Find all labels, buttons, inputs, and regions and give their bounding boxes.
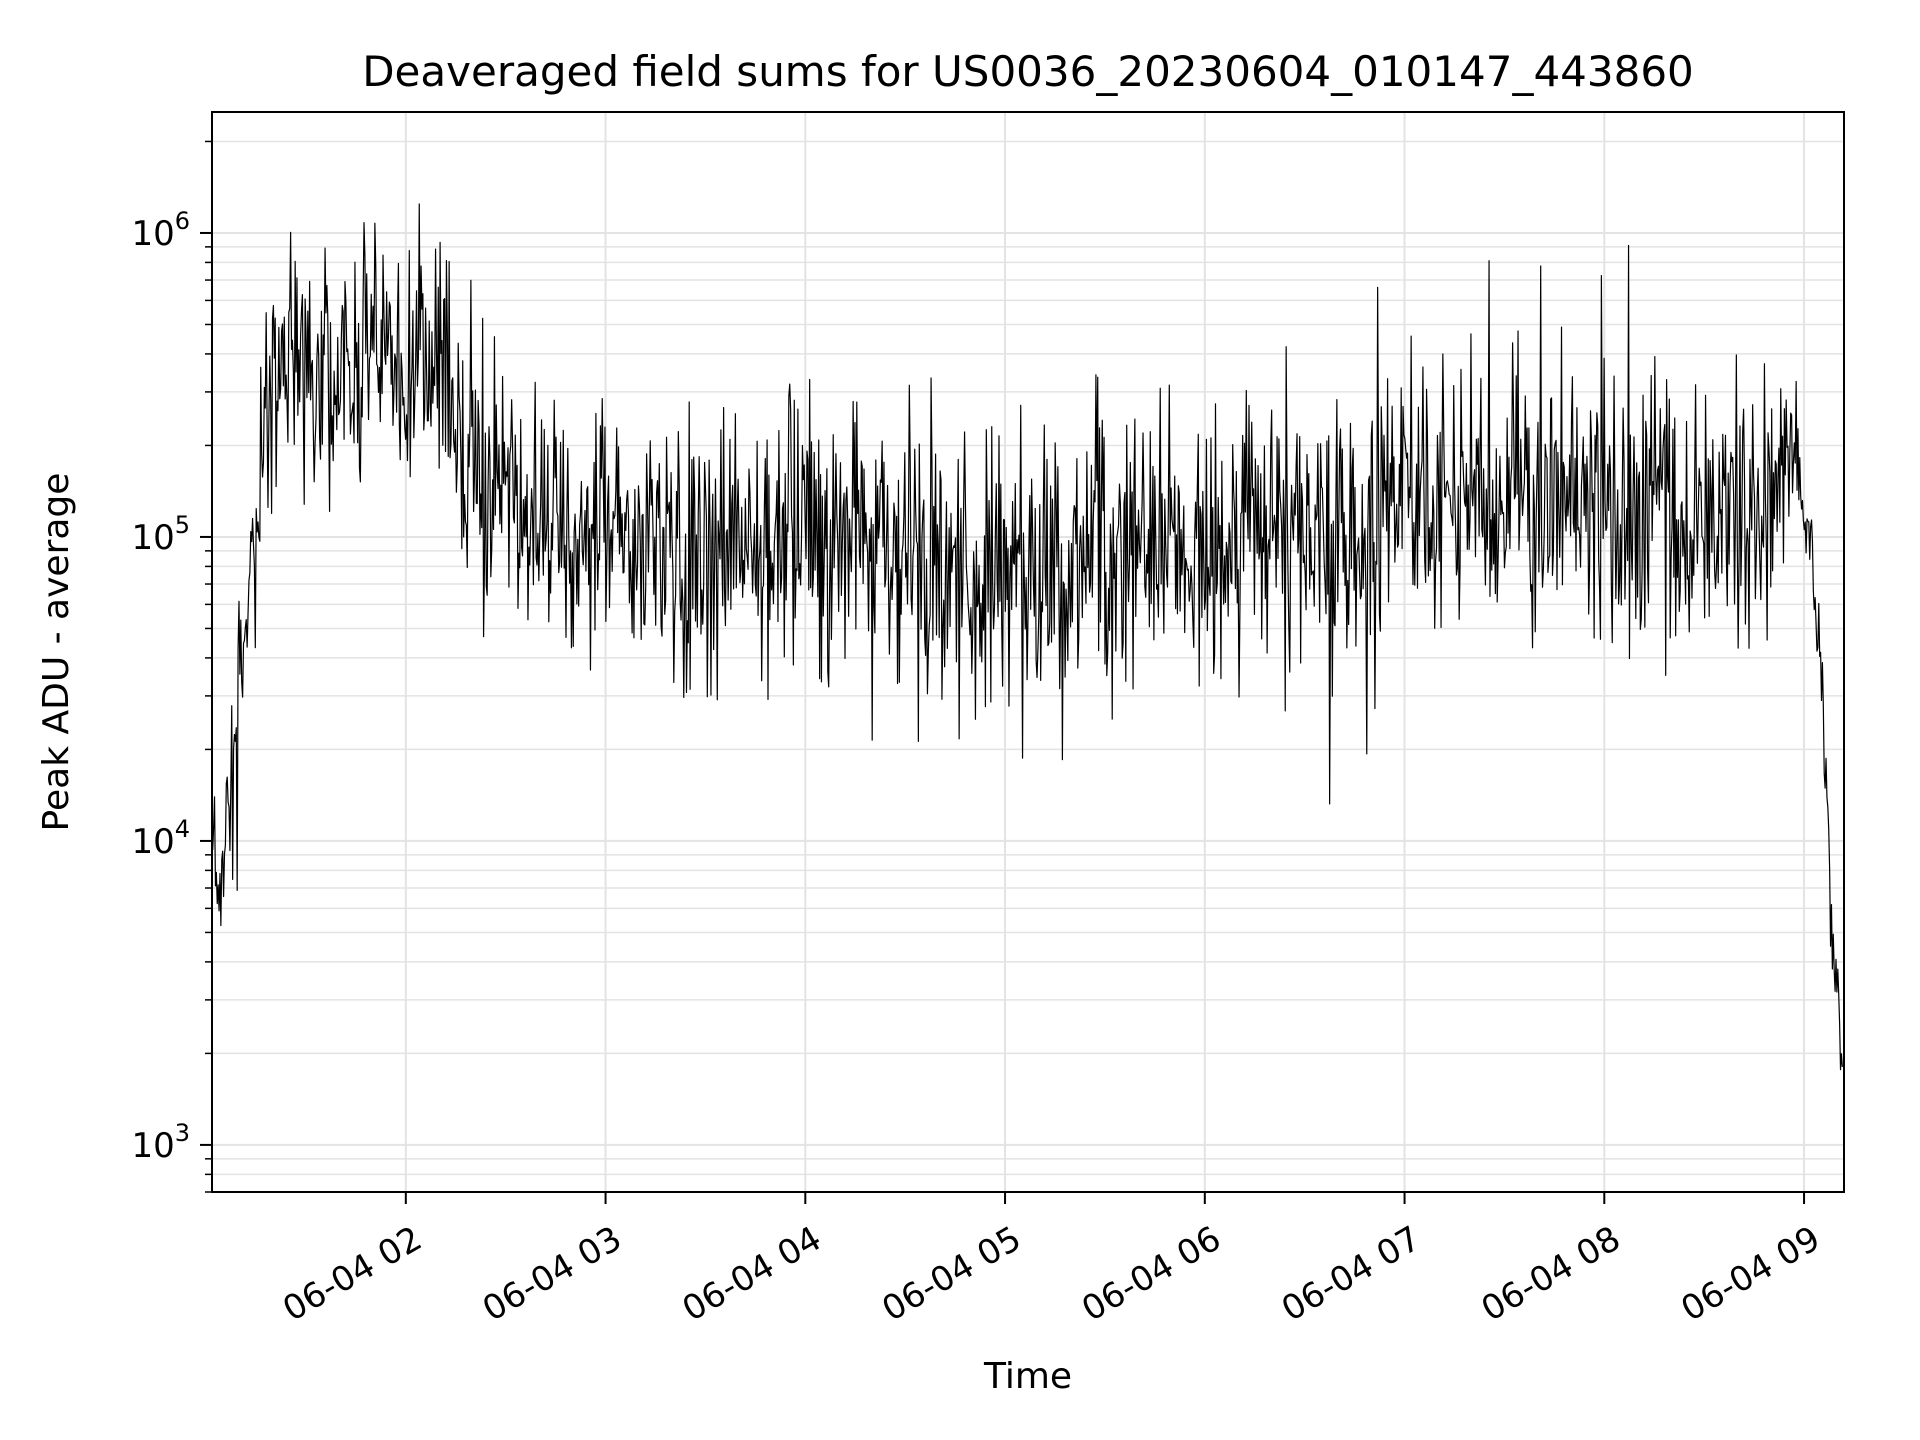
grid-layer bbox=[212, 112, 1844, 1193]
chart-title: Deaveraged field sums for US0036_2023060… bbox=[362, 47, 1694, 96]
y-tick-label-exponent: 5 bbox=[175, 511, 190, 539]
y-tick-label: 106 bbox=[131, 207, 190, 254]
y-tick-label-base: 10 bbox=[131, 518, 174, 558]
y-tick-label: 104 bbox=[131, 815, 190, 862]
y-tick-label-base: 10 bbox=[131, 214, 174, 254]
y-axis-label: Peak ADU - average bbox=[36, 473, 77, 832]
y-tick-label-base: 10 bbox=[131, 1126, 174, 1166]
plot-frame bbox=[211, 111, 1845, 1193]
x-axis-label: Time bbox=[983, 1356, 1072, 1397]
series-layer bbox=[212, 203, 1843, 1071]
series-line bbox=[212, 203, 1843, 1071]
y-tick-label: 105 bbox=[131, 511, 190, 558]
y-tick-label-exponent: 3 bbox=[175, 1119, 190, 1147]
y-tick-label: 103 bbox=[131, 1119, 190, 1166]
y-tick-label-exponent: 4 bbox=[175, 815, 190, 843]
y-tick-label-base: 10 bbox=[131, 822, 174, 862]
y-tick-label-exponent: 6 bbox=[175, 207, 190, 235]
